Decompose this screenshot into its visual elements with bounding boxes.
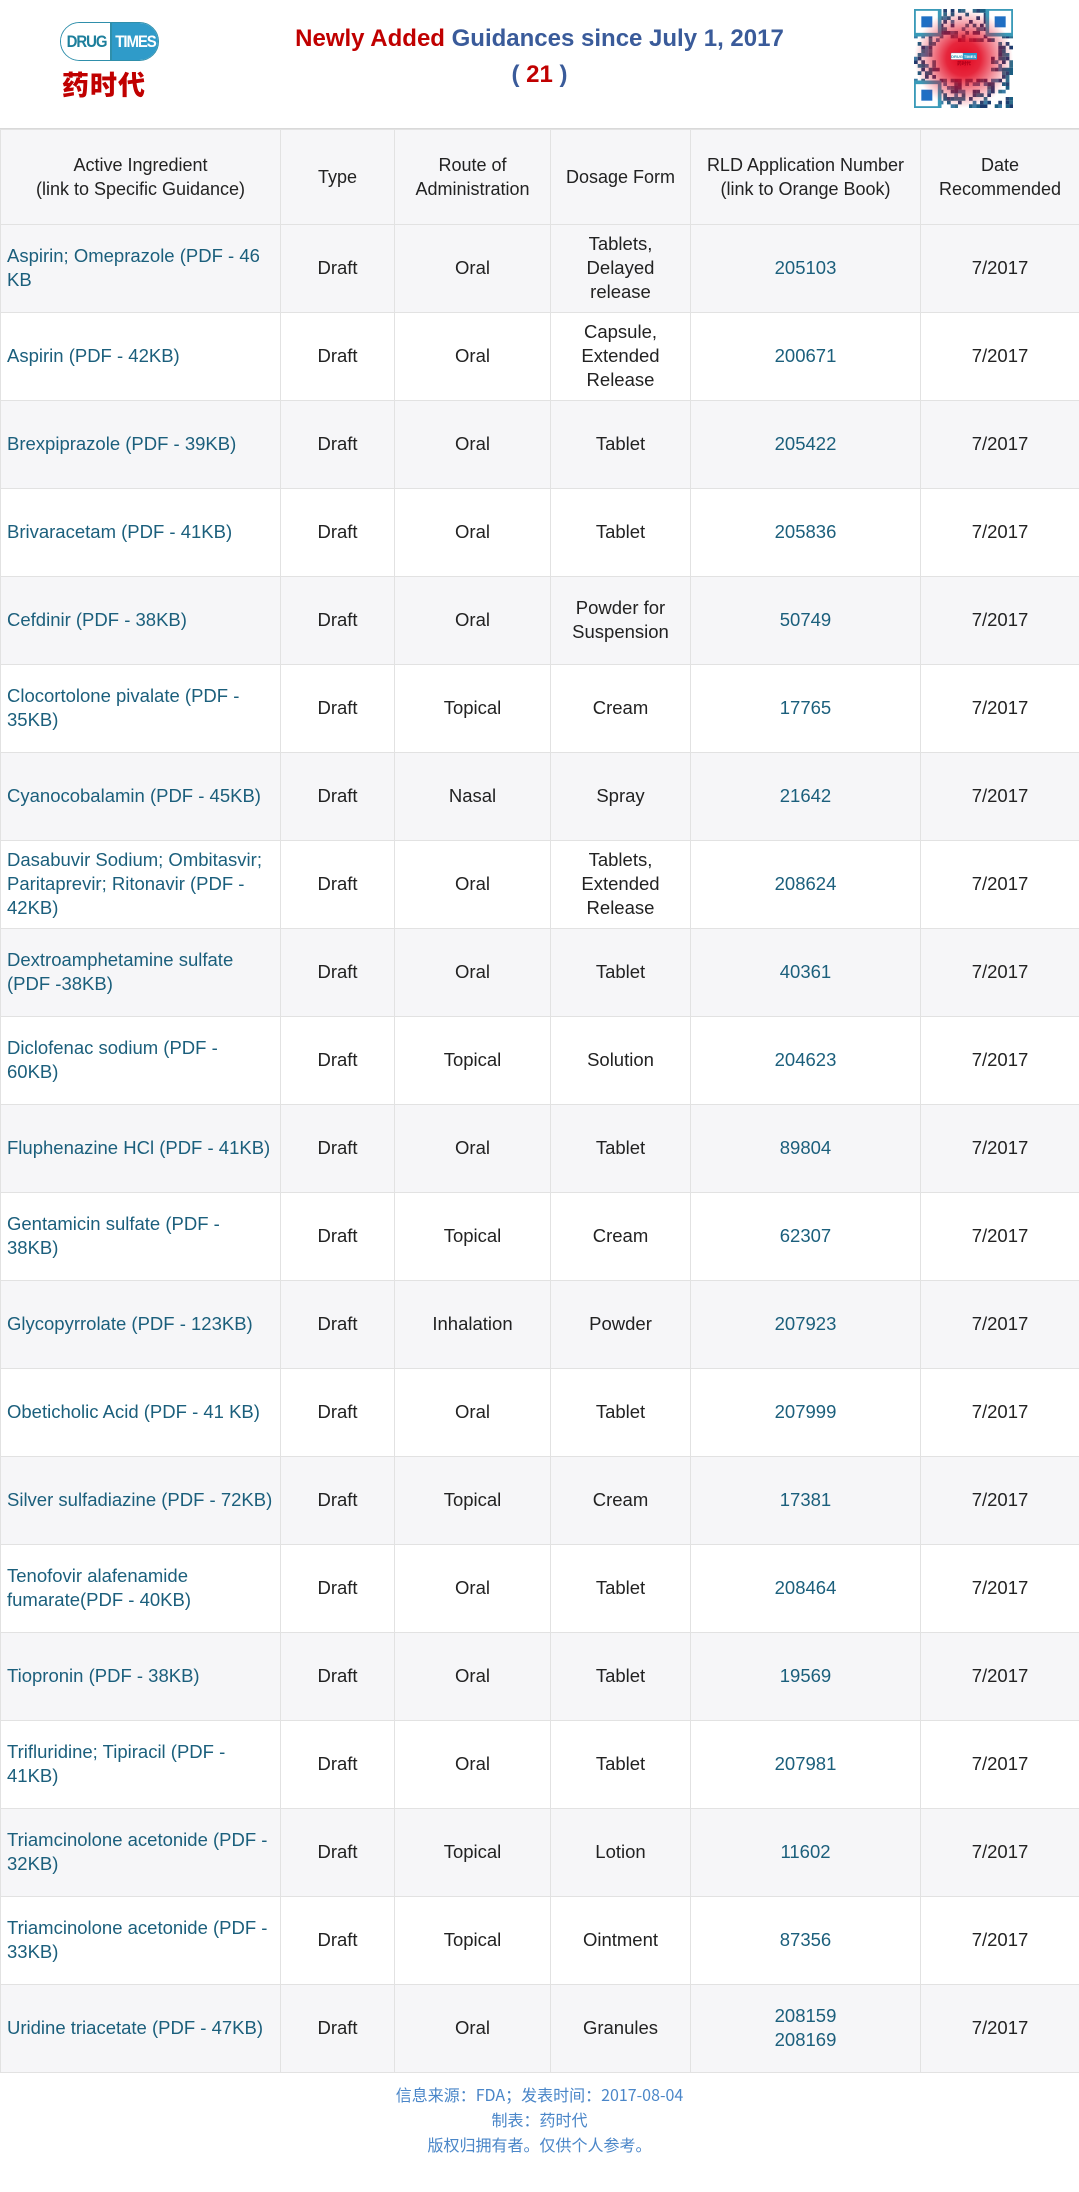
- svg-text:DRUG: DRUG: [951, 54, 963, 59]
- svg-text:药时代: 药时代: [957, 60, 971, 67]
- svg-text:TIMES: TIMES: [964, 54, 977, 59]
